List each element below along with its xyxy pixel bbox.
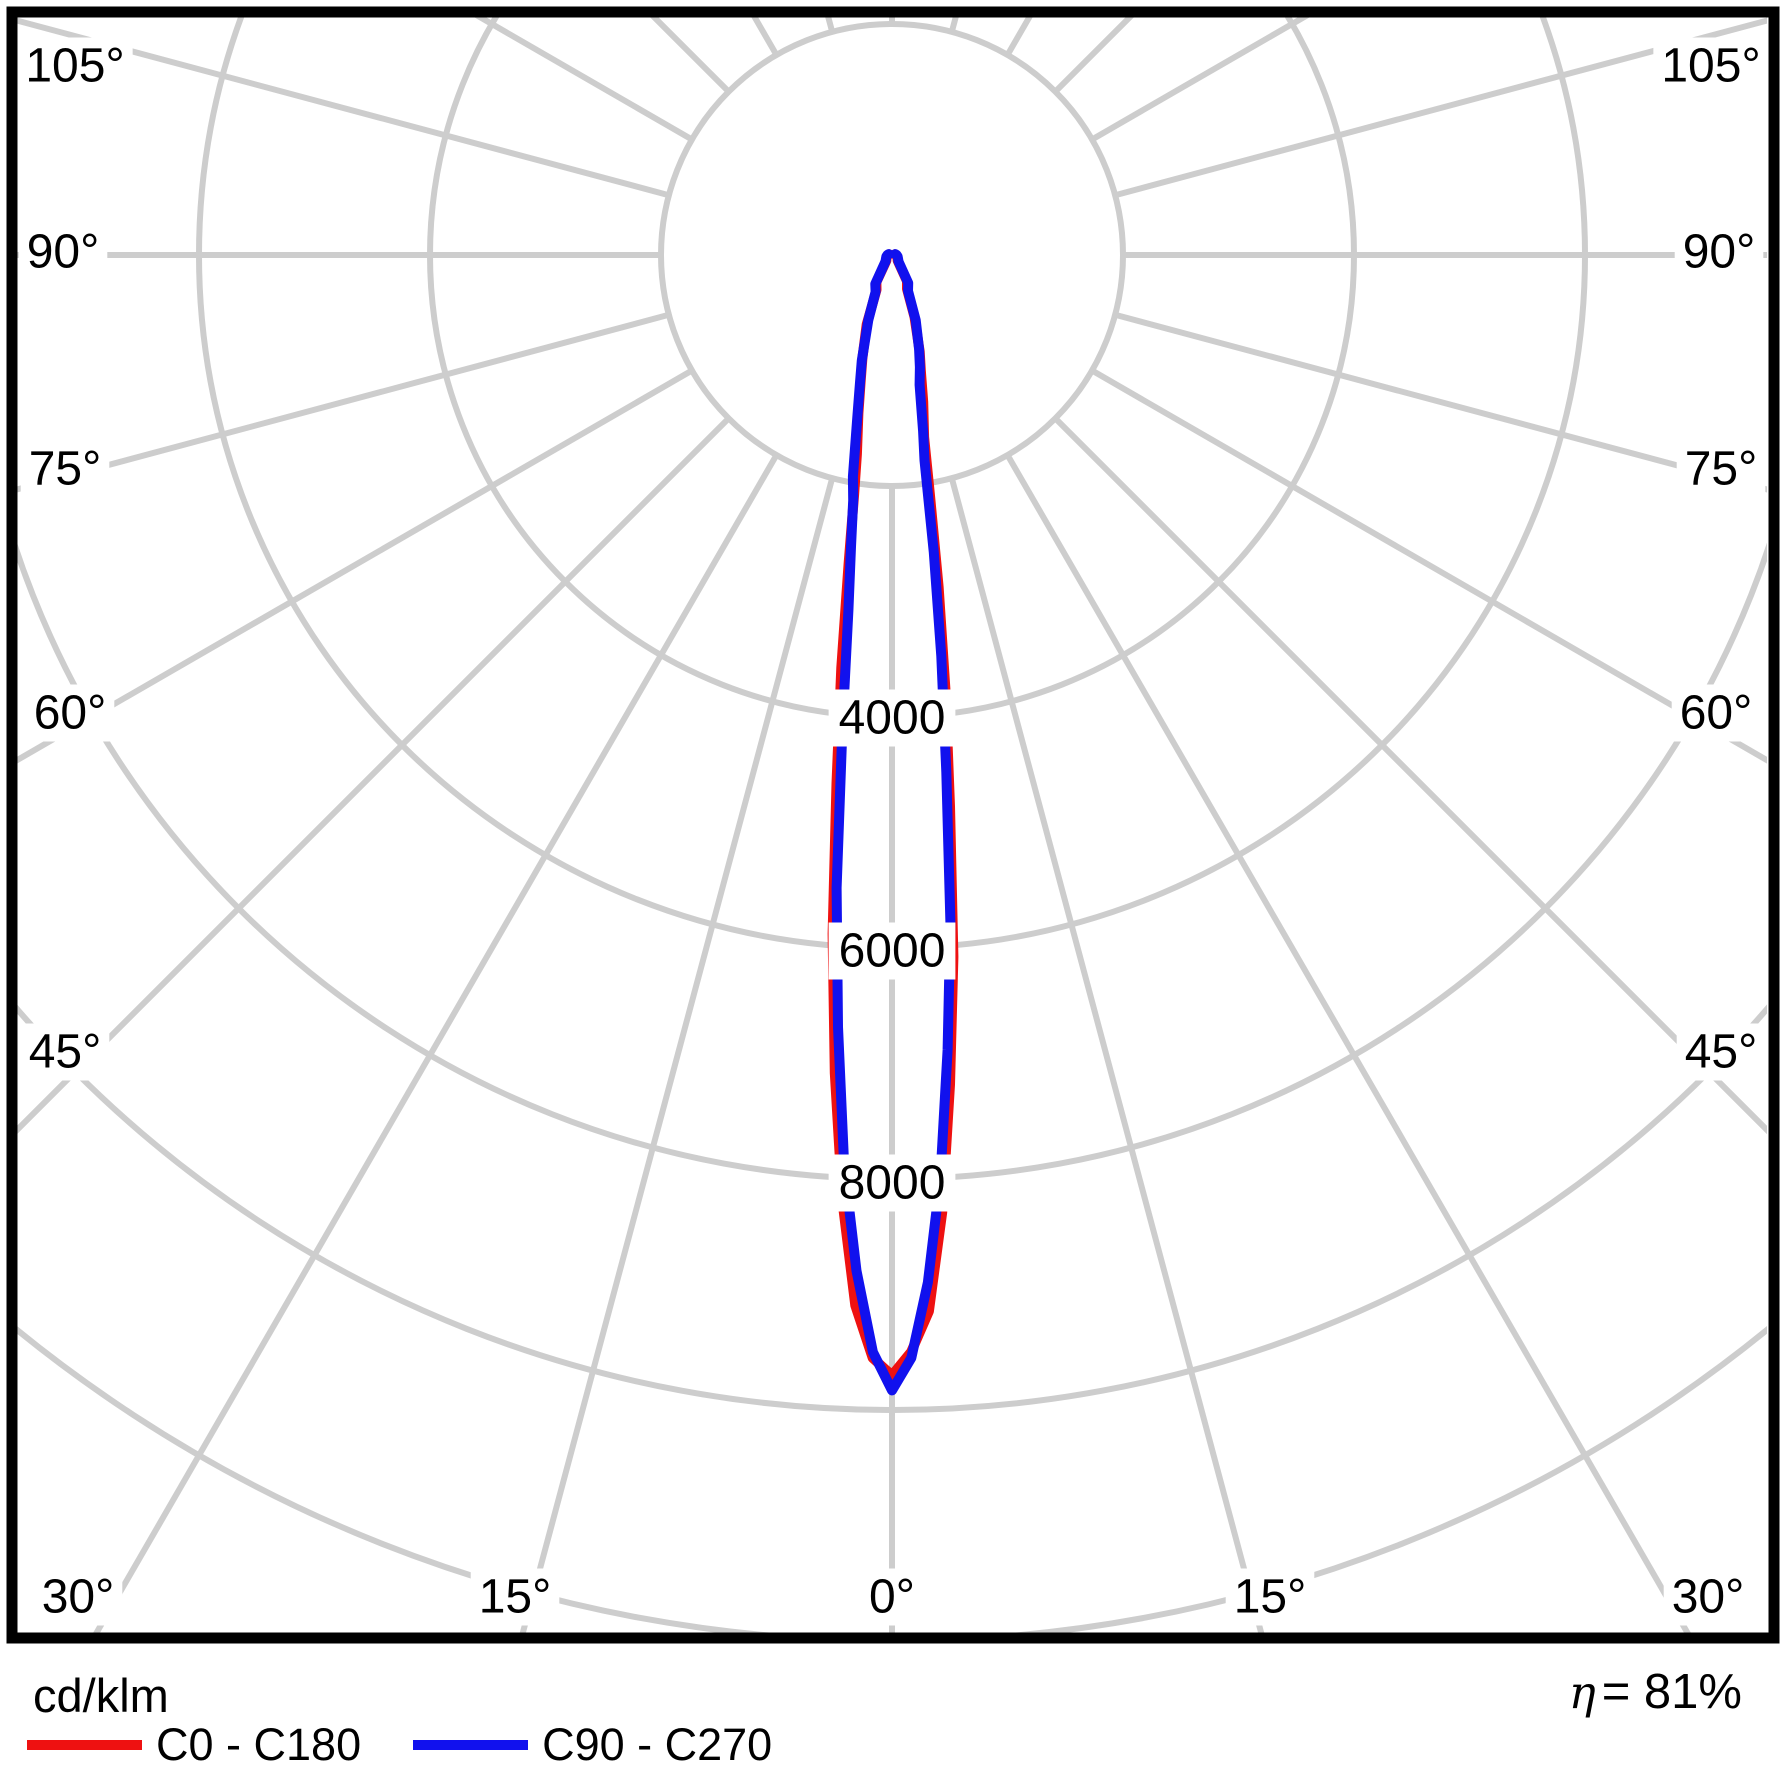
ring-label-4000: 4000 bbox=[828, 689, 956, 747]
svg-text:90°: 90° bbox=[27, 226, 100, 279]
angle-label-75°: 75° bbox=[20, 440, 110, 498]
grid-radial-45 bbox=[1053, 416, 1767, 1135]
svg-text:30°: 30° bbox=[1672, 1571, 1745, 1624]
svg-text:45°: 45° bbox=[1685, 1026, 1758, 1079]
angle-label-30°: 30° bbox=[33, 1568, 123, 1626]
grid-radial-285 bbox=[17, 311, 670, 493]
svg-text:60°: 60° bbox=[34, 687, 107, 740]
c90-c270-line-swatch bbox=[413, 1739, 529, 1750]
svg-text:8000: 8000 bbox=[839, 1157, 946, 1210]
svg-text:75°: 75° bbox=[1685, 443, 1758, 496]
ring-label-6000: 6000 bbox=[828, 922, 956, 980]
svg-text:15°: 15° bbox=[479, 1571, 552, 1624]
angle-label-30°: 30° bbox=[1663, 1568, 1753, 1626]
eta-symbol: η bbox=[1568, 1666, 1596, 1719]
svg-text:6000: 6000 bbox=[839, 925, 946, 978]
angle-label-45°: 45° bbox=[1676, 1023, 1766, 1081]
grid-radial-255 bbox=[17, 17, 670, 199]
svg-text:30°: 30° bbox=[42, 1571, 115, 1624]
angle-label-105°: 105° bbox=[17, 37, 133, 95]
angle-label-60°: 60° bbox=[1671, 684, 1761, 742]
efficiency-label: η = 81% bbox=[1569, 1664, 1742, 1720]
angle-label-75°: 75° bbox=[1676, 440, 1766, 498]
legend-label-c90-c270: C90 - C270 bbox=[542, 1719, 773, 1770]
grid-radial-30 bbox=[1004, 453, 1694, 1637]
grid-radial-105 bbox=[1114, 17, 1767, 199]
angle-label-15°: 15° bbox=[470, 1568, 560, 1626]
svg-text:60°: 60° bbox=[1680, 687, 1753, 740]
angle-label-0°: 0° bbox=[861, 1568, 923, 1626]
grid-radial-330 bbox=[90, 453, 780, 1637]
grid-radial-345 bbox=[518, 477, 836, 1637]
grid-radial-75 bbox=[1114, 311, 1767, 493]
svg-text:45°: 45° bbox=[29, 1026, 102, 1079]
grid-radial-60 bbox=[1090, 367, 1767, 764]
grid-radial-15 bbox=[948, 477, 1266, 1637]
angle-label-105°: 105° bbox=[1653, 37, 1769, 95]
svg-text:105°: 105° bbox=[1661, 40, 1760, 93]
angle-label-90°: 90° bbox=[1674, 223, 1764, 281]
svg-text:0°: 0° bbox=[869, 1571, 915, 1624]
svg-text:4000: 4000 bbox=[839, 692, 946, 745]
unit-label: cd/klm bbox=[33, 1669, 169, 1722]
angle-label-15°: 15° bbox=[1225, 1568, 1315, 1626]
legend-item-c90-c270: C90 - C270 bbox=[413, 1722, 772, 1767]
grid-radial-315 bbox=[17, 416, 731, 1135]
svg-text:75°: 75° bbox=[29, 443, 102, 496]
svg-text:90°: 90° bbox=[1683, 226, 1756, 279]
svg-text:105°: 105° bbox=[25, 40, 124, 93]
ring-label-8000: 8000 bbox=[828, 1154, 956, 1212]
svg-text:15°: 15° bbox=[1234, 1571, 1307, 1624]
legend-label-c0-c180: C0 - C180 bbox=[156, 1719, 362, 1770]
legend-item-c0-c180: C0 - C180 bbox=[27, 1722, 361, 1767]
eta-value: = 81% bbox=[1601, 1665, 1742, 1719]
legend: C0 - C180 C90 - C270 bbox=[27, 1722, 824, 1767]
curve-c90-c270 bbox=[831, 249, 956, 1396]
c0-c180-line-swatch bbox=[27, 1739, 142, 1750]
grid-radial-300 bbox=[17, 367, 694, 764]
angle-label-60°: 60° bbox=[25, 684, 115, 742]
angle-label-90°: 90° bbox=[18, 223, 108, 281]
angle-label-45°: 45° bbox=[20, 1023, 110, 1081]
plot-border bbox=[6, 6, 1780, 1644]
